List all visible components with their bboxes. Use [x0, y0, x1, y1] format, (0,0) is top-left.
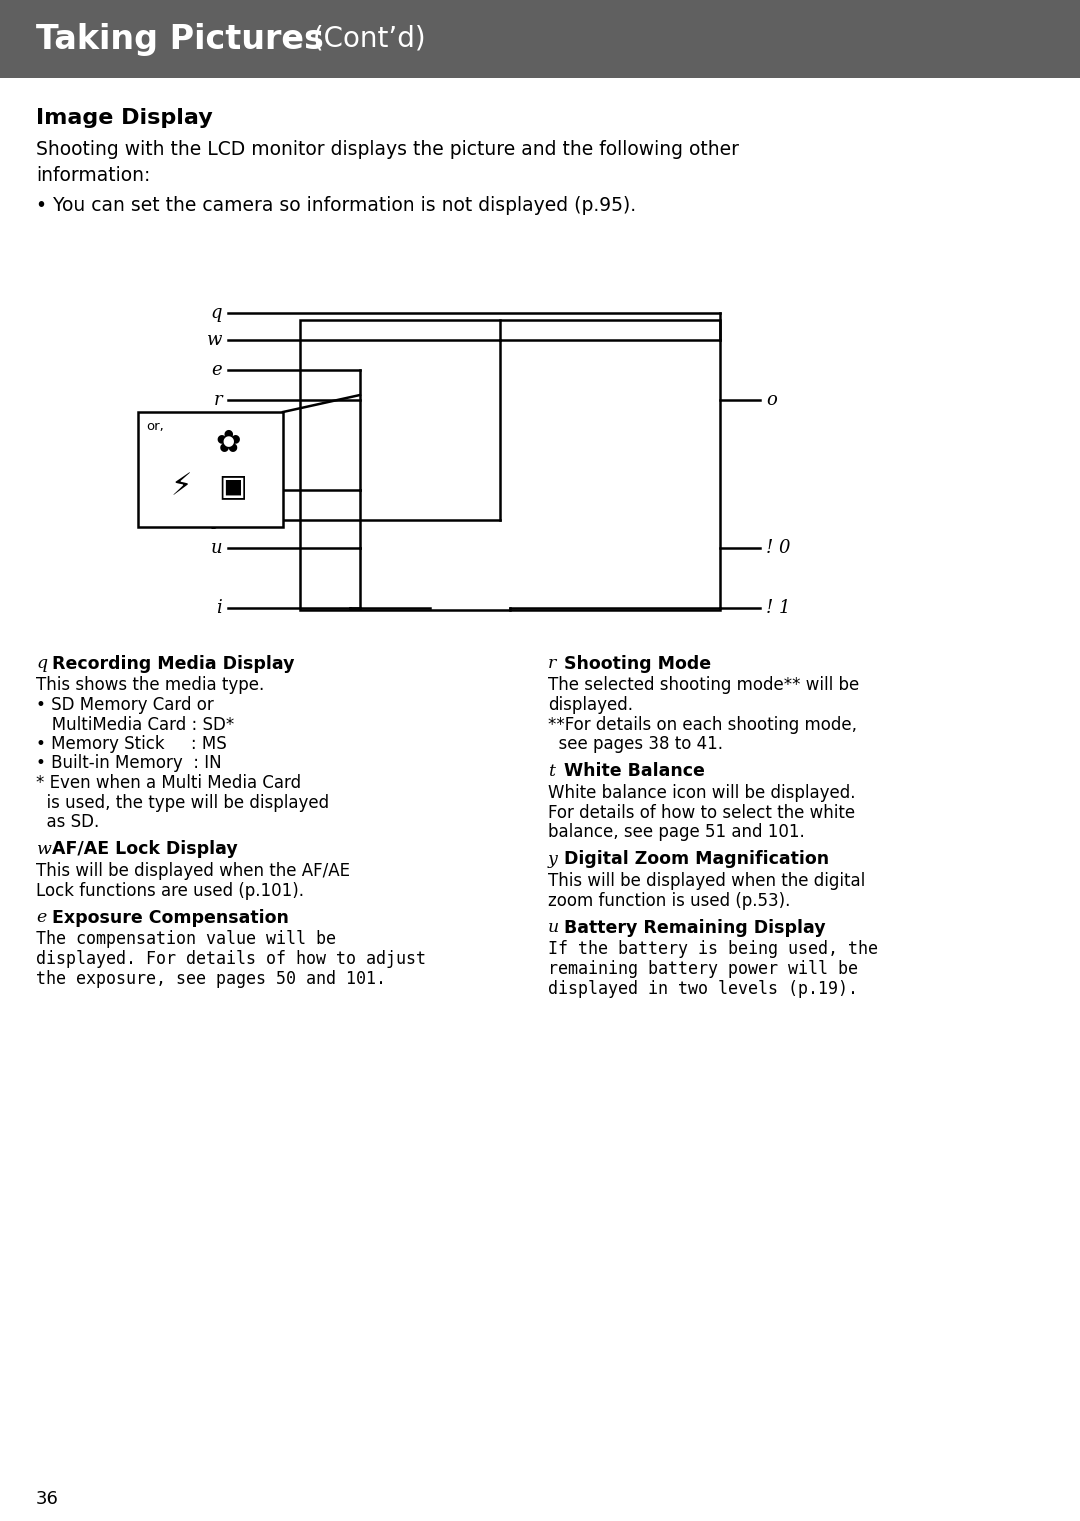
Text: q: q — [211, 304, 222, 322]
Text: i: i — [216, 599, 222, 618]
Bar — [0, 0, 1080, 78]
Text: The compensation value will be: The compensation value will be — [36, 931, 336, 949]
Text: (Cont’d): (Cont’d) — [303, 24, 426, 53]
Text: Digital Zoom Magnification: Digital Zoom Magnification — [564, 850, 829, 868]
Text: The selected shooting mode** will be: The selected shooting mode** will be — [548, 677, 860, 695]
Text: w: w — [36, 841, 51, 858]
Text: Recording Media Display: Recording Media Display — [52, 656, 295, 672]
Text: ✿: ✿ — [215, 429, 241, 458]
Text: t: t — [548, 762, 555, 779]
Text: remaining battery power will be: remaining battery power will be — [548, 960, 858, 978]
Text: see pages 38 to 41.: see pages 38 to 41. — [548, 735, 723, 753]
Text: u: u — [211, 538, 222, 557]
Text: This will be displayed when the AF/AE: This will be displayed when the AF/AE — [36, 862, 350, 881]
Text: q: q — [36, 656, 48, 672]
Text: y: y — [212, 511, 222, 529]
Text: 36: 36 — [36, 1491, 59, 1507]
Text: White Balance: White Balance — [564, 762, 705, 780]
Text: If the battery is being used, the: If the battery is being used, the — [548, 940, 878, 958]
Text: displayed in two levels (p.19).: displayed in two levels (p.19). — [548, 980, 858, 998]
Text: For details of how to select the white: For details of how to select the white — [548, 803, 855, 821]
Text: ! 0: ! 0 — [766, 538, 791, 557]
Text: e: e — [36, 910, 46, 926]
Text: Exposure Compensation: Exposure Compensation — [52, 910, 288, 926]
Text: Image Display: Image Display — [36, 108, 213, 128]
Bar — [300, 319, 720, 610]
Text: t: t — [215, 481, 222, 499]
Text: MultiMedia Card : SD*: MultiMedia Card : SD* — [36, 715, 234, 733]
Text: Battery Remaining Display: Battery Remaining Display — [564, 919, 825, 937]
Text: information:: information: — [36, 166, 150, 186]
Text: Shooting Mode: Shooting Mode — [564, 656, 711, 672]
Text: u: u — [548, 919, 559, 935]
Text: Taking Pictures: Taking Pictures — [36, 23, 324, 55]
Text: w: w — [206, 332, 222, 348]
Text: r: r — [548, 656, 556, 672]
Text: This will be displayed when the digital: This will be displayed when the digital — [548, 872, 865, 890]
Text: as SD.: as SD. — [36, 814, 99, 830]
Bar — [138, 412, 283, 526]
Text: zoom function is used (p.53).: zoom function is used (p.53). — [548, 891, 791, 910]
Text: ! 1: ! 1 — [766, 599, 791, 618]
Text: AF/AE Lock Display: AF/AE Lock Display — [52, 841, 238, 858]
Text: is used, the type will be displayed: is used, the type will be displayed — [36, 794, 329, 812]
Text: White balance icon will be displayed.: White balance icon will be displayed. — [548, 783, 855, 802]
Text: Shooting with the LCD monitor displays the picture and the following other: Shooting with the LCD monitor displays t… — [36, 140, 739, 160]
Text: ⚡: ⚡ — [171, 473, 192, 502]
Text: This shows the media type.: This shows the media type. — [36, 677, 265, 695]
Text: **For details on each shooting mode,: **For details on each shooting mode, — [548, 715, 858, 733]
Text: r: r — [214, 391, 222, 409]
Text: Lock functions are used (p.101).: Lock functions are used (p.101). — [36, 882, 303, 899]
Text: displayed. For details of how to adjust: displayed. For details of how to adjust — [36, 951, 426, 967]
Text: • You can set the camera so information is not displayed (p.95).: • You can set the camera so information … — [36, 196, 636, 214]
Text: the exposure, see pages 50 and 101.: the exposure, see pages 50 and 101. — [36, 969, 386, 987]
Text: o: o — [766, 391, 777, 409]
Text: • Memory Stick     : MS: • Memory Stick : MS — [36, 735, 227, 753]
Text: balance, see page 51 and 101.: balance, see page 51 and 101. — [548, 823, 805, 841]
Text: • Built-in Memory  : IN: • Built-in Memory : IN — [36, 754, 221, 773]
Text: or,: or, — [146, 420, 164, 433]
Text: e: e — [212, 360, 222, 379]
Text: y: y — [548, 850, 558, 867]
Text: • SD Memory Card or: • SD Memory Card or — [36, 697, 214, 713]
Text: ▣: ▣ — [218, 473, 246, 502]
Text: * Even when a Multi Media Card: * Even when a Multi Media Card — [36, 774, 301, 792]
Text: displayed.: displayed. — [548, 697, 633, 713]
